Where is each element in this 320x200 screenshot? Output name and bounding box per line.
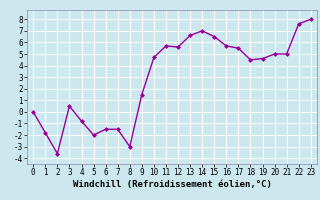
X-axis label: Windchill (Refroidissement éolien,°C): Windchill (Refroidissement éolien,°C) [73,180,271,189]
